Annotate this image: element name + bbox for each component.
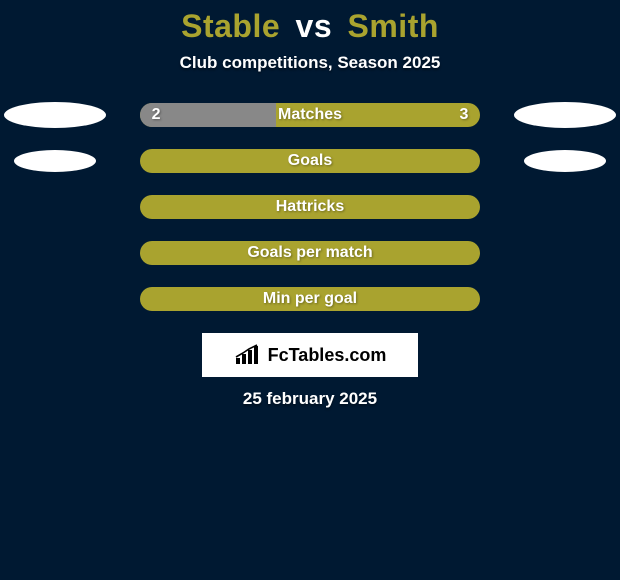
player2-badge — [524, 150, 606, 172]
stat-label: Hattricks — [140, 195, 481, 219]
date-label: 25 february 2025 — [0, 389, 620, 409]
stat-rows: Matches23GoalsHattricksGoals per matchMi… — [0, 103, 620, 311]
chart-icon — [234, 344, 262, 366]
player1-name: Stable — [181, 8, 280, 44]
stat-bar: Goals — [140, 149, 481, 173]
vs-label: vs — [296, 8, 333, 44]
stat-bar: Goals per match — [140, 241, 481, 265]
stat-label: Goals per match — [140, 241, 481, 265]
stat-row: Hattricks — [0, 195, 620, 219]
brand-text: FcTables.com — [268, 345, 387, 366]
stat-row: Min per goal — [0, 287, 620, 311]
stat-label: Min per goal — [140, 287, 481, 311]
player1-badge — [4, 102, 106, 128]
player1-badge — [14, 150, 96, 172]
player2-name: Smith — [348, 8, 439, 44]
stat-bar: Hattricks — [140, 195, 481, 219]
stat-bar: Matches23 — [140, 103, 481, 127]
player2-badge — [514, 102, 616, 128]
stat-value-right: 3 — [459, 103, 468, 127]
stat-label: Goals — [140, 149, 481, 173]
h2h-widget: Stable vs Smith Club competitions, Seaso… — [0, 0, 620, 580]
stat-row: Matches23 — [0, 103, 620, 127]
stat-value-left: 2 — [152, 103, 161, 127]
widget-title: Stable vs Smith — [0, 8, 620, 45]
stat-row: Goals per match — [0, 241, 620, 265]
stat-bar: Min per goal — [140, 287, 481, 311]
stat-row: Goals — [0, 149, 620, 173]
brand-logo: FcTables.com — [234, 344, 387, 366]
brand-box: FcTables.com — [202, 333, 418, 377]
widget-subtitle: Club competitions, Season 2025 — [0, 53, 620, 73]
